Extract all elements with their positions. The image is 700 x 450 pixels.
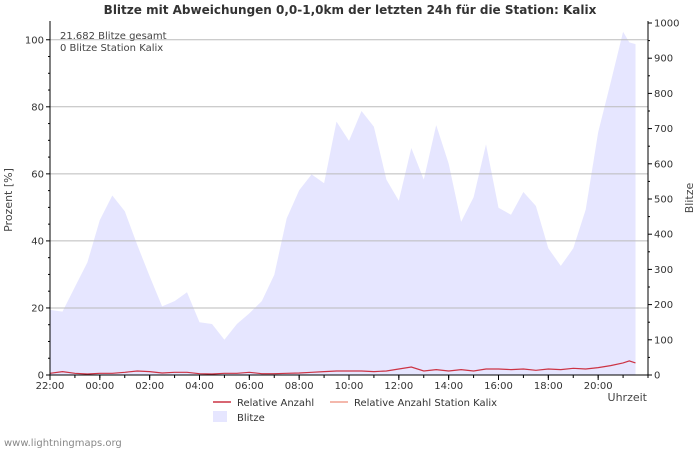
chart-title: Blitze mit Abweichungen 0,0-1,0km der le… [104, 3, 597, 17]
x-tick-label: 06:00 [235, 381, 264, 392]
y-tick-label-right: 1000 [654, 19, 679, 30]
y-tick-label-left: 60 [31, 169, 44, 180]
series-line-1 [49, 360, 636, 375]
x-axis-label: Uhrzeit [608, 391, 648, 404]
legend-swatch-blitze [213, 411, 227, 422]
x-tick-label: 02:00 [135, 381, 164, 392]
x-tick-label: 22:00 [36, 381, 65, 392]
y-tick-label-right: 100 [654, 335, 673, 346]
y-tick-label-left: 80 [31, 102, 44, 113]
y-tick-label-right: 800 [654, 89, 673, 100]
y-tick-label-right: 700 [654, 124, 673, 135]
y-axis-label-left: Prozent [%] [2, 168, 15, 232]
y-tick-label-left: 40 [31, 236, 44, 247]
y-tick-label-right: 300 [654, 265, 673, 276]
x-tick-label: 18:00 [534, 381, 563, 392]
grid-lines [50, 39, 648, 309]
blitze-area [50, 31, 636, 376]
y-tick-label-left: 100 [25, 35, 44, 46]
y-tick-label-right: 0 [654, 371, 660, 382]
x-tick-label: 14:00 [434, 381, 463, 392]
x-tick-label: 12:00 [384, 381, 413, 392]
legend-label-relative: Relative Anzahl [237, 398, 314, 409]
legend-label-blitze: Blitze [237, 413, 265, 424]
annotation-station: 0 Blitze Station Kalix [60, 43, 163, 54]
y-tick-label-right: 400 [654, 230, 673, 241]
footer-source: www.lightningmaps.org [4, 438, 122, 449]
x-tick-label: 08:00 [285, 381, 314, 392]
x-tick-label: 16:00 [484, 381, 513, 392]
y-tick-label-left: 0 [38, 371, 44, 382]
y-tick-label-left: 20 [31, 303, 44, 314]
x-tick-label: 04:00 [185, 381, 214, 392]
x-tick-label: 10:00 [335, 381, 364, 392]
relative-lines-layer [49, 360, 636, 375]
y-tick-label-right: 900 [654, 54, 673, 65]
axes: 0204060801000100200300400500600700800900… [25, 19, 680, 393]
y-tick-label-right: 500 [654, 195, 673, 206]
y-tick-label-right: 600 [654, 159, 673, 170]
y-tick-label-right: 200 [654, 300, 673, 311]
x-tick-label: 20:00 [584, 381, 613, 392]
y-axis-label-right: Blitze [683, 183, 696, 214]
blitze-area-layer [50, 31, 636, 376]
legend: Relative Anzahl Relative Anzahl Station … [213, 398, 497, 424]
x-tick-label: 00:00 [85, 381, 114, 392]
annotation-total: 21.682 Blitze gesamt [60, 31, 167, 42]
legend-label-station: Relative Anzahl Station Kalix [354, 398, 497, 409]
